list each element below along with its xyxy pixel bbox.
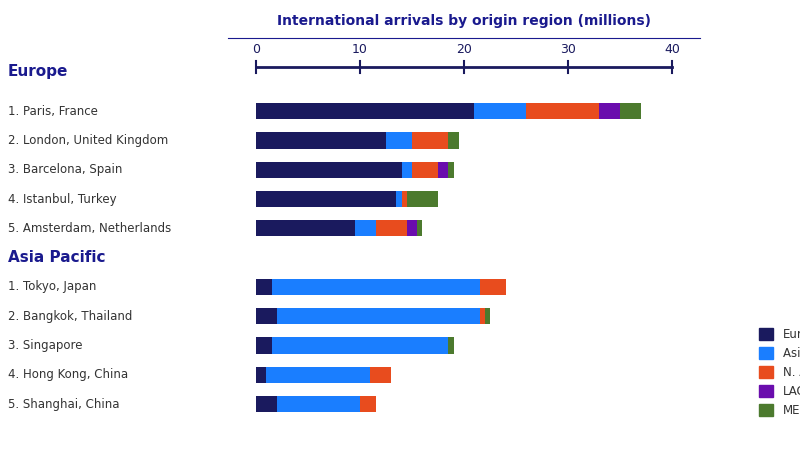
Text: 1. Tokyo, Japan: 1. Tokyo, Japan [8,280,96,293]
Bar [402,191,407,207]
Bar [256,191,397,207]
Bar [256,279,272,295]
Bar [370,367,391,383]
Bar [386,132,412,148]
Bar [412,162,438,178]
Text: Europe: Europe [8,64,68,79]
Text: International arrivals by origin region (millions): International arrivals by origin region … [277,14,651,27]
Text: 3. Singapore: 3. Singapore [8,339,82,352]
Text: 30: 30 [560,43,576,55]
Bar [485,308,490,324]
Bar [449,132,459,148]
Bar [272,279,480,295]
Bar [402,162,412,178]
Bar [256,103,474,119]
Bar [449,162,454,178]
Text: 5. Amsterdam, Netherlands: 5. Amsterdam, Netherlands [8,222,171,235]
Bar [277,396,360,412]
Bar [256,308,277,324]
Bar [397,191,402,207]
Bar [407,191,438,207]
Bar [599,103,620,119]
Bar [412,132,449,148]
Bar [526,103,599,119]
Bar [474,103,526,119]
Text: 2. London, United Kingdom: 2. London, United Kingdom [8,134,168,147]
Bar [449,338,454,354]
Text: 4. Istanbul, Turkey: 4. Istanbul, Turkey [8,193,117,206]
Text: 40: 40 [664,43,680,55]
Bar [438,162,449,178]
Text: 2. Bangkok, Thailand: 2. Bangkok, Thailand [8,310,132,323]
Bar [256,132,386,148]
Bar [480,308,485,324]
Text: 10: 10 [352,43,368,55]
Text: 3. Barcelona, Spain: 3. Barcelona, Spain [8,163,122,176]
Text: Asia Pacific: Asia Pacific [8,250,106,265]
Bar [256,162,402,178]
Bar [480,279,506,295]
Bar [277,308,480,324]
Legend: Europe, Asia Pacific, N. America, LAC, MENA: Europe, Asia Pacific, N. America, LAC, M… [754,324,800,422]
Bar [620,103,641,119]
Bar [256,220,355,236]
Text: 1. Paris, France: 1. Paris, France [8,105,98,118]
Text: 20: 20 [456,43,472,55]
Bar [407,220,418,236]
Bar [360,396,376,412]
Bar [256,338,272,354]
Bar [355,220,376,236]
Text: 0: 0 [252,43,260,55]
Text: 4. Hong Kong, China: 4. Hong Kong, China [8,368,128,381]
Text: 5. Shanghai, China: 5. Shanghai, China [8,397,119,410]
Bar [266,367,370,383]
Bar [256,367,266,383]
Bar [272,338,449,354]
Bar [256,396,277,412]
Bar [418,220,422,236]
Bar [376,220,407,236]
